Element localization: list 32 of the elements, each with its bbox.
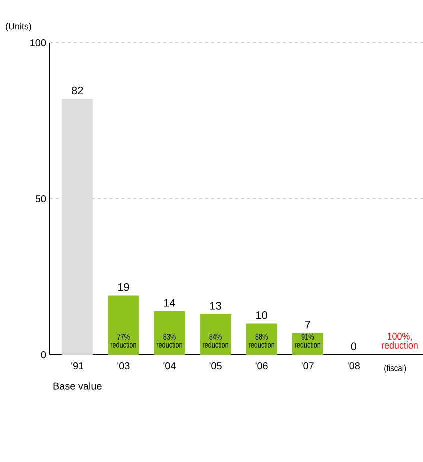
bar xyxy=(292,333,324,355)
data-label: 19 xyxy=(118,283,130,292)
annotation: 77% reduction xyxy=(111,334,136,348)
x-axis-title: (fiscal) xyxy=(384,364,406,374)
y-tick-label: 50 xyxy=(36,195,46,203)
text: 100%, reduction xyxy=(382,332,418,349)
bar xyxy=(108,296,140,355)
y-tick-label: 0 xyxy=(41,351,46,359)
text: Base value xyxy=(54,382,102,390)
x-tick-label: '03 xyxy=(118,362,130,370)
annotation: 84% reduction xyxy=(203,334,228,348)
annotation: 88% reduction xyxy=(249,334,274,348)
data-label: 13 xyxy=(210,302,222,310)
bar xyxy=(246,324,278,355)
annotation: 91% reduction xyxy=(295,334,321,348)
x-tick-label: '91 xyxy=(72,362,84,370)
bar xyxy=(62,99,94,355)
data-label: 14 xyxy=(164,299,176,307)
bar xyxy=(200,314,232,355)
data-label: 7 xyxy=(305,321,310,329)
x-tick-label: '06 xyxy=(256,362,268,370)
x-tick-label: '04 xyxy=(164,362,176,370)
data-label: 0 xyxy=(351,342,357,350)
annotation: 83% reduction xyxy=(157,334,182,348)
x-tick-label: '05 xyxy=(210,362,222,370)
y-axis-title: (Units) xyxy=(6,23,32,32)
y-tick-label: 100 xyxy=(30,39,46,47)
bar xyxy=(154,311,186,355)
data-label: 82 xyxy=(72,86,84,95)
x-tick-label: '08 xyxy=(348,362,360,370)
x-tick-label: '07 xyxy=(302,362,314,370)
data-label: 10 xyxy=(256,312,268,320)
